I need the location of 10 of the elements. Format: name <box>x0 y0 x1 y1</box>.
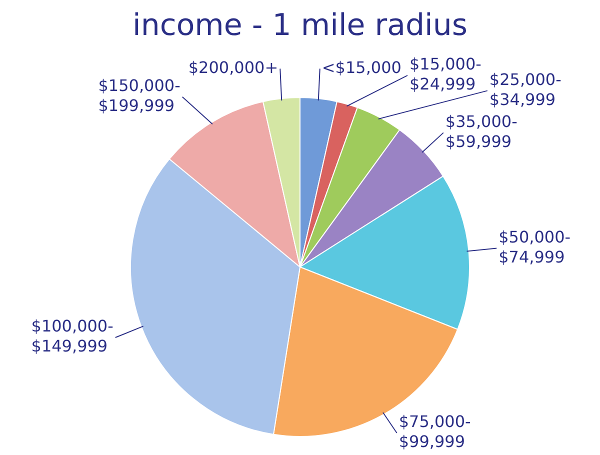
slice-label: $100,000-$149,999 <box>31 316 114 356</box>
slice-label: $25,000-$34,999 <box>489 70 562 109</box>
chart-title: income - 1 mile radius <box>131 8 469 43</box>
slice-label: <$15,000 <box>322 58 402 77</box>
slice-label: $75,000-$99,999 <box>398 412 471 452</box>
slice-label: $50,000-$74,999 <box>498 227 571 266</box>
slice-label: $150,000-$199,999 <box>98 76 180 116</box>
slice-label: $35,000-$59,999 <box>445 112 518 151</box>
slice-label: $15,000-$24,999 <box>409 54 482 94</box>
slice-label: $200,000+ <box>188 58 278 77</box>
